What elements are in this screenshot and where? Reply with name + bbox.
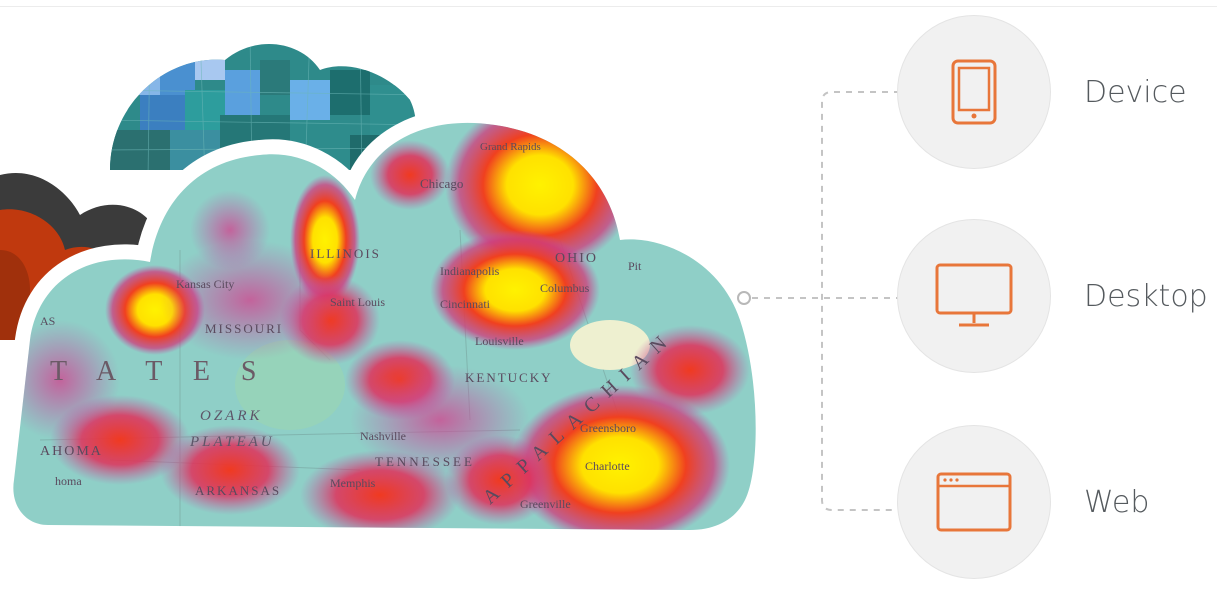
platform-web[interactable]: Web xyxy=(897,425,1149,579)
map-label-charlotte: Charlotte xyxy=(585,459,630,473)
map-label-greenville: Greenville xyxy=(520,497,571,511)
web-circle xyxy=(897,425,1051,579)
map-label-indianapolis: Indianapolis xyxy=(440,264,500,278)
map-label-nashville: Nashville xyxy=(360,429,406,443)
connector-origin-dot xyxy=(737,291,751,305)
map-label-grand-rapids: Grand Rapids xyxy=(480,141,541,153)
map-label-greensboro: Greensboro xyxy=(580,421,636,435)
map-label-columbus: Columbus xyxy=(540,281,590,295)
monitor-icon xyxy=(935,263,1013,327)
map-label-ozark: OZARK xyxy=(200,408,263,424)
desktop-circle xyxy=(897,219,1051,373)
map-label-memphis: Memphis xyxy=(330,476,376,490)
tablet-icon xyxy=(951,59,997,125)
map-label-st-louis: Saint Louis xyxy=(330,295,385,309)
map-label-missouri: MISSOURI xyxy=(205,321,283,336)
top-divider xyxy=(0,6,1217,7)
desktop-label: Desktop xyxy=(1084,278,1208,314)
browser-window-icon xyxy=(936,472,1012,532)
map-label-oklahoma: AHOMA xyxy=(40,444,103,459)
device-label: Device xyxy=(1084,74,1187,110)
map-label-louisville: Louisville xyxy=(475,334,524,348)
map-label-pittsburgh: Pit xyxy=(628,259,642,273)
map-label-tulsa: homa xyxy=(55,474,82,488)
map-label-as: AS xyxy=(40,314,55,328)
web-label: Web xyxy=(1084,484,1150,520)
platform-device[interactable]: Device xyxy=(897,15,1187,169)
device-circle xyxy=(897,15,1051,169)
map-label-tennessee: TENNESSEE xyxy=(375,454,475,469)
map-label-cincinnati: Cincinnati xyxy=(440,297,491,311)
map-label-kansas-city: Kansas City xyxy=(176,277,234,291)
map-label-plateau: PLATEAU xyxy=(189,434,275,450)
platform-desktop[interactable]: Desktop xyxy=(897,219,1208,373)
map-label-kentucky: KENTUCKY xyxy=(465,370,553,385)
map-label-illinois: ILLINOIS xyxy=(310,246,381,261)
choropleth-cloud xyxy=(110,43,416,170)
map-label-states: T A T E S xyxy=(50,356,269,387)
cloud-heatmap-illustration: Chicago Grand Rapids ILLINOIS OHIO India… xyxy=(0,43,756,530)
map-label-chicago: Chicago xyxy=(420,176,463,191)
map-label-ohio: OHIO xyxy=(555,251,598,266)
map-label-arkansas: ARKANSAS xyxy=(195,483,281,498)
